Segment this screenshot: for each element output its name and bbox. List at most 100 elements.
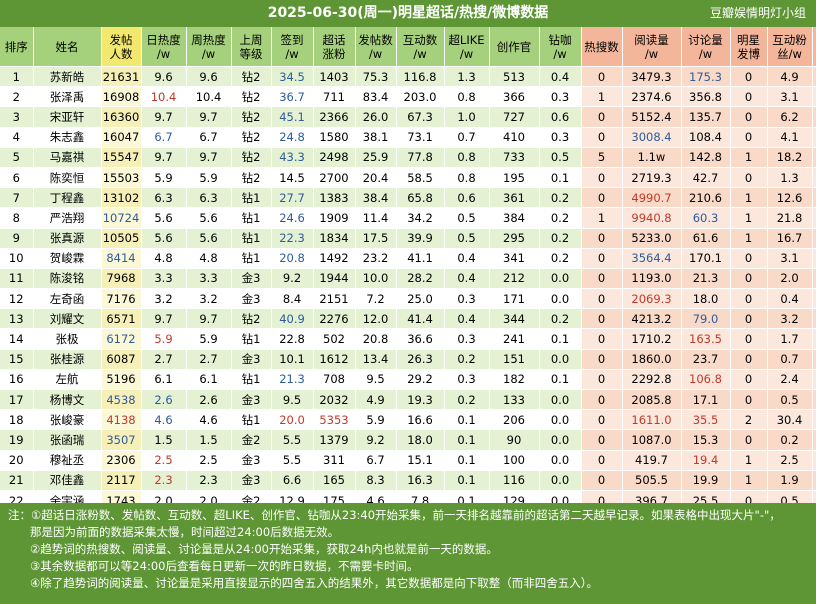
cell-topic-fans: 502 bbox=[313, 328, 356, 350]
table-row[interactable]: 5 马嘉祺 15547 9.7 9.7 钻2 43.3 2498 25.9 77.8 0.8 733 0… bbox=[0, 147, 816, 168]
table-row[interactable]: 19 张函瑞 3507 1.5 1.5 金2 5.5 1379 9.2 18.0 0.1 90 0.0 0… bbox=[0, 429, 816, 451]
cell-value: 17.1 bbox=[692, 392, 719, 407]
table-row[interactable]: 12 左奇函 7176 3.2 3.2 金3 8.4 2151 7.2 25.0 0.3 171 0.0… bbox=[0, 288, 816, 310]
cell-value: 3507 bbox=[106, 432, 136, 447]
header-text: 明星 bbox=[737, 32, 760, 47]
table-row[interactable]: 8 严浩翔 10724 5.6 5.6 钻1 24.6 1909 11.4 34.2 0.5 384 0… bbox=[0, 207, 816, 229]
cell-value: 75.3 bbox=[362, 69, 389, 84]
table-row[interactable]: 21 邓佳鑫 2117 2.3 2.3 金3 6.6 165 8.3 16.3 0.1 116 0.0 0… bbox=[0, 470, 816, 491]
table-row[interactable]: 10 贺峻霖 8414 4.8 4.8 钻1 20.8 1492 23.2 41.1 0.4 341 0… bbox=[0, 248, 816, 269]
cell-value: 金2 bbox=[241, 432, 261, 447]
cell-value: 10.4 bbox=[150, 89, 177, 104]
header-like[interactable]: 超LIKE/w bbox=[444, 27, 490, 67]
cell-value: 0.7 bbox=[780, 352, 799, 367]
cell-level: 金2 bbox=[231, 429, 272, 451]
cell-value: 15 bbox=[8, 352, 24, 367]
table-row[interactable]: 11 陈浚铭 7968 3.3 3.3 金3 9.2 1944 10.0 28.2 0.4 212 0.… bbox=[0, 268, 816, 290]
cell-value: 502 bbox=[323, 332, 345, 347]
header-star-posts[interactable]: 明星 发博 bbox=[730, 27, 768, 67]
cell-value: 钻1 bbox=[241, 372, 261, 387]
cell-value: 0.5 bbox=[780, 392, 799, 407]
cell-weekly-heat: 5.6 bbox=[186, 207, 232, 229]
table-row[interactable]: 16 左航 5196 6.1 6.1 钻1 21.3 708 9.5 29.2 0.3 182 0.1 0… bbox=[0, 369, 816, 391]
cell-value: 1 bbox=[744, 150, 753, 165]
cell-reads: 1710.2 bbox=[622, 328, 682, 350]
cell-value: 2306 bbox=[106, 453, 136, 468]
header-discussions[interactable]: 讨论量/w bbox=[681, 27, 731, 67]
table-row[interactable]: 17 杨博文 4538 2.6 2.6 金3 9.5 2032 4.9 19.3 0.2 133 0.0… bbox=[0, 389, 816, 411]
cell-discussions: 23.7 bbox=[681, 349, 731, 370]
cell-value: 21.3 bbox=[692, 271, 719, 286]
table-row[interactable]: 6 陈奕恒 15503 5.9 5.9 钻2 14.5 2700 20.4 58.5 0.8 195 0… bbox=[0, 167, 816, 189]
table-row[interactable]: 1 苏新皓 21631 9.6 9.6 钻2 34.5 1403 75.3 116.8 1.3 513… bbox=[0, 66, 816, 88]
cell-interactions: 73.1 bbox=[396, 127, 445, 148]
cell-value: 0 bbox=[597, 69, 606, 84]
cell-like: 0.1 bbox=[444, 450, 490, 471]
header-creators[interactable]: 创作官 bbox=[489, 27, 540, 67]
cell-value: 116.8 bbox=[403, 69, 437, 84]
cell-daily-heat: 3.2 bbox=[141, 288, 187, 310]
header-post-count[interactable]: 发帖 人数 bbox=[101, 27, 142, 67]
table-row[interactable]: 4 朱志鑫 16047 6.7 6.7 钻2 24.8 1580 38.1 73.1 0.7 410 0… bbox=[0, 127, 816, 148]
cell-discussions: 142.8 bbox=[681, 147, 731, 168]
table-row[interactable]: 15 张桂源 6087 2.7 2.7 金3 10.1 1612 13.4 26.3 0.2 151 0… bbox=[0, 349, 816, 370]
cell-value: 张函瑞 bbox=[49, 432, 85, 447]
header-trending[interactable]: 热搜数 bbox=[581, 27, 623, 67]
cell-value: 0.1 bbox=[457, 412, 476, 427]
cell-value: 58.5 bbox=[407, 170, 433, 185]
cell-value: 16.3 bbox=[407, 473, 433, 488]
header-posts[interactable]: 发帖数/w bbox=[355, 27, 397, 67]
table-row[interactable]: 14 张极 6172 5.9 5.9 钻1 22.8 502 20.8 36.6 0.3 241 0.1… bbox=[0, 328, 816, 350]
header-diamond[interactable]: 钻咖/w bbox=[539, 27, 582, 67]
header-checkin[interactable]: 签到/w bbox=[271, 27, 314, 67]
header-rank[interactable]: 排序 bbox=[0, 27, 34, 67]
table-row[interactable]: 20 穆祉丞 2306 2.5 2.5 金3 5.5 311 6.7 15.1 0.1 100 0.0 0… bbox=[0, 450, 816, 471]
cell-like: 0.3 bbox=[444, 369, 490, 391]
cell-checkin: 14.5 bbox=[271, 167, 314, 189]
cell-reads: 2374.6 bbox=[622, 86, 682, 108]
cell-post-count: 6087 bbox=[101, 349, 142, 370]
cell-level: 金3 bbox=[231, 268, 272, 290]
header-daily-heat[interactable]: 日热度/w bbox=[141, 27, 187, 67]
header-weekly-heat[interactable]: 周热度/w bbox=[186, 27, 232, 67]
cell-value: 16908 bbox=[102, 89, 140, 104]
header-text: 丝/w bbox=[777, 46, 802, 61]
cell-value: 25.0 bbox=[407, 291, 433, 306]
header-reads[interactable]: 阅读量/w bbox=[622, 27, 682, 67]
cell-diamond: 0.2 bbox=[539, 187, 582, 209]
table-row[interactable]: 7 丁程鑫 13102 6.3 6.3 钻1 27.7 1383 38.4 65.8 0.6 361 0… bbox=[0, 187, 816, 209]
cell-post-count: 2306 bbox=[101, 450, 142, 471]
cell-value: 0.5 bbox=[457, 231, 476, 246]
cell-value: 1612 bbox=[319, 352, 349, 367]
table-row[interactable]: 3 宋亚轩 16360 9.7 9.7 钻2 45.1 2366 26.0 67.3 1.0 727 0… bbox=[0, 106, 816, 128]
header-topic-fans[interactable]: 超话 涨粉 bbox=[313, 27, 356, 67]
cell-trending: 0 bbox=[581, 308, 623, 330]
header-fans-7d[interactable]: 7日涨粉/w bbox=[812, 27, 816, 67]
header-name[interactable]: 姓名 bbox=[33, 27, 102, 67]
cell-reads: 5152.4 bbox=[622, 106, 682, 128]
header-interact-fans[interactable]: 互动粉 丝/w bbox=[767, 27, 813, 67]
header-interactions[interactable]: 互动数/w bbox=[396, 27, 445, 67]
table-row[interactable]: 13 刘耀文 6571 9.7 9.7 钻2 40.9 2276 12.0 41.4 0.4 344 0… bbox=[0, 308, 816, 330]
header-last-week-level[interactable]: 上周 等级 bbox=[231, 27, 272, 67]
header-text: 超LIKE bbox=[448, 32, 485, 47]
cell-like: 1.0 bbox=[444, 106, 490, 128]
cell-fans-7d: 3.1 bbox=[812, 106, 816, 128]
cell-value: 1 bbox=[12, 69, 20, 84]
cell-weekly-heat: 9.7 bbox=[186, 106, 232, 128]
table-row[interactable]: 2 张泽禹 16908 10.4 10.4 钻2 36.7 711 83.4 203.0 0.8 36… bbox=[0, 86, 816, 108]
cell-star-posts: 1 bbox=[730, 207, 768, 229]
cell-fans-7d: 4.7 bbox=[812, 207, 816, 229]
cell-weekly-heat: 4.8 bbox=[186, 248, 232, 269]
table-row[interactable]: 9 张真源 10505 5.6 5.6 钻1 22.3 1834 17.5 39.9 0.5 295 0… bbox=[0, 228, 816, 249]
cell-rank: 13 bbox=[0, 308, 34, 330]
cell-value: 384 bbox=[503, 210, 525, 225]
table-row[interactable]: 18 张峻豪 4138 4.6 4.6 钻1 20.0 5353 5.9 16.6 0.1 206 0.… bbox=[0, 409, 816, 431]
cell-value: 1.3 bbox=[780, 170, 799, 185]
cell-fans-7d: 1.9 bbox=[812, 127, 816, 148]
cell-value: 5.9 bbox=[154, 170, 173, 185]
cell-creators: 344 bbox=[489, 308, 540, 330]
cell-interactions: 58.5 bbox=[396, 167, 445, 189]
cell-posts: 17.5 bbox=[355, 228, 397, 249]
cell-value: 1 bbox=[597, 210, 606, 225]
